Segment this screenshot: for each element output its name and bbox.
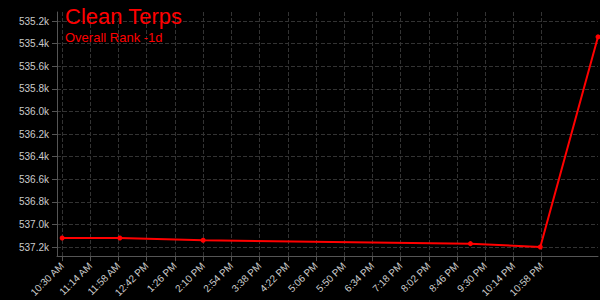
svg-text:537.2k: 537.2k	[19, 242, 50, 253]
svg-text:9:30 PM: 9:30 PM	[455, 260, 490, 295]
svg-text:8:46 PM: 8:46 PM	[427, 260, 461, 294]
svg-text:11:58 AM: 11:58 AM	[85, 260, 123, 298]
svg-text:2:10 PM: 2:10 PM	[173, 260, 207, 294]
svg-text:536.6k: 536.6k	[19, 174, 50, 185]
svg-text:536.0k: 536.0k	[19, 106, 50, 117]
svg-text:5:06 PM: 5:06 PM	[286, 260, 320, 294]
svg-text:12:42 PM: 12:42 PM	[113, 260, 151, 298]
svg-text:1:26 PM: 1:26 PM	[145, 260, 179, 294]
svg-text:535.6k: 535.6k	[19, 61, 50, 72]
svg-text:8:02 PM: 8:02 PM	[399, 260, 433, 294]
svg-text:2:54 PM: 2:54 PM	[201, 260, 235, 294]
svg-text:3:38 PM: 3:38 PM	[229, 260, 263, 294]
svg-text:Overall Rank -1d: Overall Rank -1d	[65, 30, 163, 45]
svg-text:11:14 AM: 11:14 AM	[57, 260, 95, 298]
svg-text:535.2k: 535.2k	[19, 16, 50, 27]
svg-text:4:22 PM: 4:22 PM	[258, 260, 292, 294]
svg-text:6:34 PM: 6:34 PM	[342, 260, 376, 294]
svg-text:535.8k: 535.8k	[19, 83, 50, 94]
svg-text:Clean Terps: Clean Terps	[65, 4, 182, 29]
svg-text:536.4k: 536.4k	[19, 151, 50, 162]
svg-text:7:18 PM: 7:18 PM	[370, 260, 404, 294]
svg-text:5:50 PM: 5:50 PM	[314, 260, 348, 294]
svg-text:10:30 AM: 10:30 AM	[28, 260, 66, 298]
svg-text:536.2k: 536.2k	[19, 129, 50, 140]
svg-text:536.8k: 536.8k	[19, 196, 50, 207]
svg-text:10:14 PM: 10:14 PM	[479, 260, 518, 299]
svg-text:537.0k: 537.0k	[19, 219, 50, 230]
svg-text:535.4k: 535.4k	[19, 38, 50, 49]
svg-text:10:58 PM: 10:58 PM	[507, 260, 545, 298]
